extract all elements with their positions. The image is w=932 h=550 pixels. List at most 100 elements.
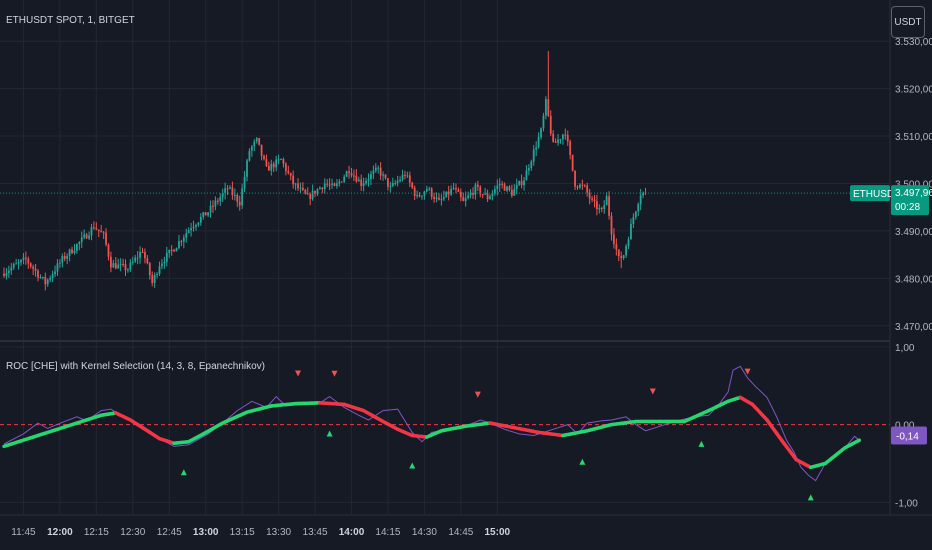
candle-body	[610, 215, 613, 235]
candle-body	[423, 191, 426, 196]
candle-body	[428, 188, 431, 190]
candle-body	[355, 175, 358, 182]
candle-body	[496, 185, 499, 190]
candle-body	[90, 227, 93, 236]
candle-body	[421, 195, 423, 197]
candle-body	[583, 185, 586, 187]
candle-body	[39, 277, 42, 279]
candle-body	[277, 159, 280, 161]
candle-body	[413, 187, 416, 196]
candle-body	[117, 264, 120, 269]
candle-body	[73, 250, 76, 254]
candle-body	[71, 249, 73, 254]
candle-body	[579, 184, 581, 188]
candle-body	[569, 141, 572, 155]
candle-body	[221, 192, 224, 198]
price-tick-label: 3.470,00	[895, 322, 932, 333]
candle-body	[178, 241, 180, 249]
candle-body	[445, 191, 448, 198]
roc-value-tag: -0,14	[891, 426, 927, 445]
candle-body	[12, 264, 15, 268]
candle-body	[41, 277, 44, 279]
candle-body	[603, 205, 606, 209]
candle-body	[345, 171, 348, 177]
candle-body	[156, 274, 158, 276]
candle-body	[450, 188, 453, 195]
candle-body	[299, 187, 302, 189]
candle-body	[202, 212, 205, 217]
candle-body	[309, 194, 312, 199]
time-tick-label: 14:15	[375, 527, 400, 538]
candle-body	[338, 181, 341, 184]
candle-body	[370, 174, 372, 180]
candle-body	[243, 176, 246, 189]
candle-body	[622, 255, 625, 259]
candle-body	[520, 180, 523, 186]
candle-body	[100, 230, 103, 233]
candle-body	[97, 229, 100, 231]
time-tick-label: 13:15	[230, 527, 255, 538]
candle-body	[542, 115, 545, 129]
candle-body	[321, 187, 324, 189]
candle-body	[535, 147, 538, 150]
candle-body	[323, 183, 326, 189]
candle-body	[377, 167, 380, 169]
indicator-title[interactable]: ROC [CHE] with Kernel Selection (14, 3, …	[6, 361, 265, 372]
candle-body	[613, 234, 615, 245]
candle-body	[231, 187, 234, 196]
sell-signal-marker	[331, 370, 338, 377]
candle-body	[608, 196, 610, 216]
currency-button[interactable]: USDT	[891, 6, 925, 38]
candle-body	[219, 197, 222, 202]
candle-body	[319, 187, 321, 190]
candle-body	[554, 141, 557, 143]
candle-body	[272, 163, 275, 168]
candle-body	[328, 184, 331, 186]
candle-body	[464, 198, 467, 201]
candle-body	[199, 216, 202, 223]
candle-body	[134, 257, 137, 262]
candle-body	[233, 194, 236, 196]
candle-body	[617, 249, 620, 257]
candle-body	[532, 149, 535, 162]
candle-body	[88, 235, 90, 239]
candle-body	[124, 264, 127, 271]
candle-body	[525, 170, 528, 181]
candle-body	[246, 160, 248, 177]
candle-body	[391, 183, 394, 186]
candle-body	[518, 180, 521, 185]
candle-body	[127, 269, 129, 271]
time-axis[interactable]: 11:45 12:00 12:15 12:30 12:45 13:00 13:15 13:30…	[11, 527, 510, 538]
grid	[0, 0, 890, 514]
roc-axis[interactable]: 1,00 0,00 -1,00	[895, 343, 918, 509]
candle-body	[270, 163, 273, 171]
candle-body	[406, 175, 409, 177]
candle-body	[66, 255, 69, 259]
candle-body	[182, 237, 185, 242]
candle-body	[564, 134, 567, 136]
time-tick-label: 13:45	[303, 527, 328, 538]
price-axis[interactable]: 3.530,00 3.520,00 3.510,00 3.500,00 3.490,00…	[895, 37, 932, 333]
candle-body	[637, 204, 640, 212]
candle-body	[348, 171, 350, 174]
candle-body	[401, 174, 404, 180]
candle-body	[292, 175, 295, 185]
candle-body	[190, 228, 193, 231]
candle-body	[141, 252, 144, 254]
candle-body	[146, 258, 149, 264]
symbol-title[interactable]: ETHUSDT SPOT, 1, BITGET	[6, 15, 135, 26]
roc-current-value: -0,14	[896, 431, 919, 442]
candle-body	[389, 185, 392, 187]
candle-body	[15, 263, 18, 265]
candle-body	[7, 270, 10, 273]
candle-body	[467, 195, 470, 199]
candle-body	[258, 137, 261, 145]
candle-body	[333, 183, 336, 186]
candle-body	[107, 244, 110, 257]
candle-body	[214, 200, 217, 207]
candle-body	[253, 141, 256, 147]
candle-body	[634, 211, 637, 218]
candle-body	[340, 181, 343, 183]
price-candles	[3, 51, 647, 291]
